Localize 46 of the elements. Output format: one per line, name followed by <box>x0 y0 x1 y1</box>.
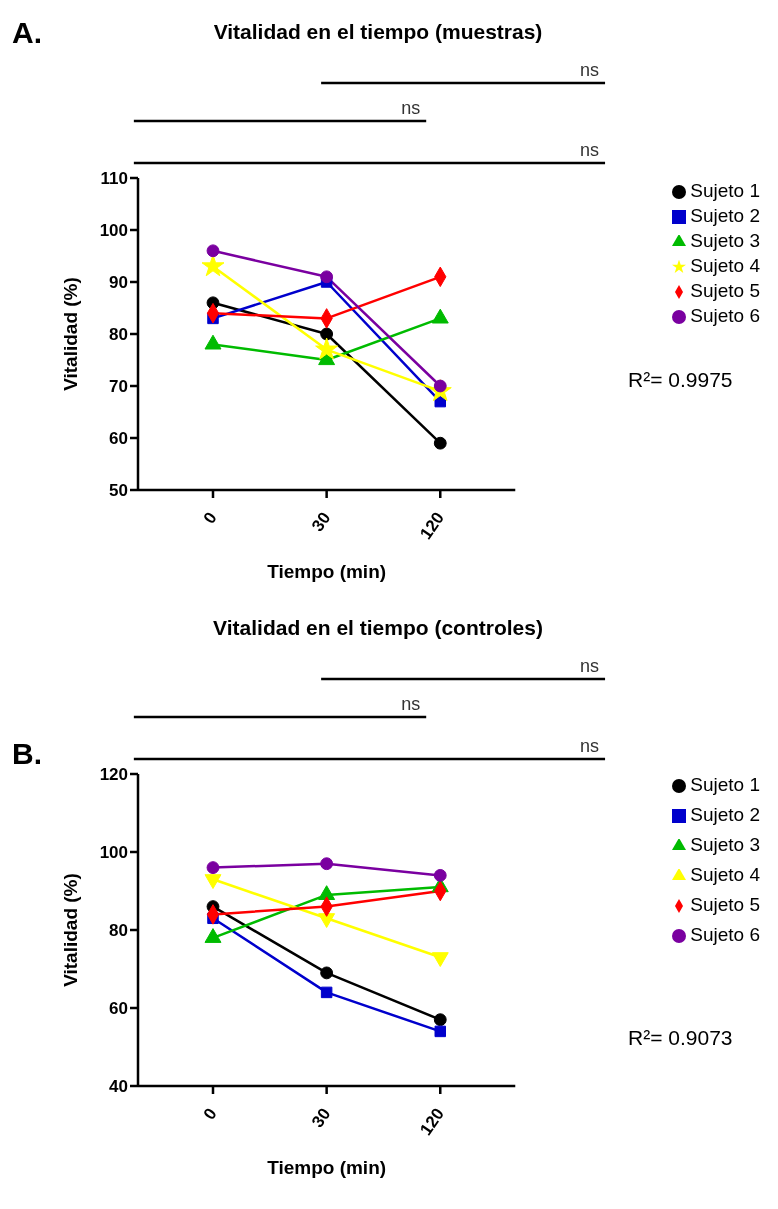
text: A. <box>12 16 42 50</box>
y-tick-label: 80 <box>109 921 128 941</box>
text: ns <box>401 98 421 118</box>
x-tick-label: 30 <box>308 1104 335 1131</box>
y-tick-label: 50 <box>109 481 128 501</box>
legend-label: Sujeto 4 <box>690 255 760 276</box>
legend-label: Sujeto 4 <box>690 864 760 885</box>
y-tick-label: 60 <box>109 429 128 449</box>
legend-label: Sujeto 5 <box>690 894 760 915</box>
text: R²= 0.9975 <box>628 368 733 392</box>
legend-label: Sujeto 3 <box>690 230 760 251</box>
text: R²= 0.9073 <box>628 1026 733 1050</box>
x-axis-title: Tiempo (min) <box>267 1157 387 1178</box>
x-axis-title: Tiempo (min) <box>267 561 387 582</box>
x-tick-label: 120 <box>416 508 449 543</box>
y-tick-label: 40 <box>109 1077 128 1097</box>
text: B. <box>12 737 42 771</box>
y-axis-title: Vitalidad (%) <box>59 873 81 987</box>
y-tick-label: 110 <box>100 169 128 189</box>
legend-label: Sujeto 3 <box>690 834 760 855</box>
x-tick-label: 0 <box>199 1104 221 1124</box>
y-tick-label: 120 <box>99 765 128 785</box>
legend-label: Sujeto 6 <box>690 305 760 326</box>
legend-label: Sujeto 6 <box>690 924 760 945</box>
x-tick-label: 0 <box>199 508 221 528</box>
y-axis-title: Vitalidad (%) <box>59 277 81 391</box>
text: ns <box>580 140 600 160</box>
chart-title: Vitalidad en el tiempo (muestras) <box>213 20 543 43</box>
legend-label: Sujeto 2 <box>690 804 760 825</box>
text: ns <box>580 736 600 756</box>
y-tick-label: 100 <box>99 221 128 241</box>
x-tick-label: 120 <box>416 1104 449 1139</box>
legend-label: Sujeto 2 <box>690 205 760 226</box>
y-tick-label: 90 <box>109 273 128 293</box>
text: ns <box>580 656 600 676</box>
legend-label: Sujeto 1 <box>690 180 760 201</box>
text: ns <box>401 694 421 714</box>
y-tick-label: 80 <box>109 325 128 345</box>
x-tick-label: 30 <box>308 508 335 535</box>
text: ns <box>580 60 600 80</box>
y-tick-label: 70 <box>109 377 128 397</box>
legend-label: Sujeto 5 <box>690 280 760 301</box>
chart-title: Vitalidad en el tiempo (controles) <box>212 616 544 640</box>
legend-label: Sujeto 1 <box>690 774 760 795</box>
y-tick-label: 100 <box>99 843 128 863</box>
y-tick-label: 60 <box>109 999 128 1019</box>
